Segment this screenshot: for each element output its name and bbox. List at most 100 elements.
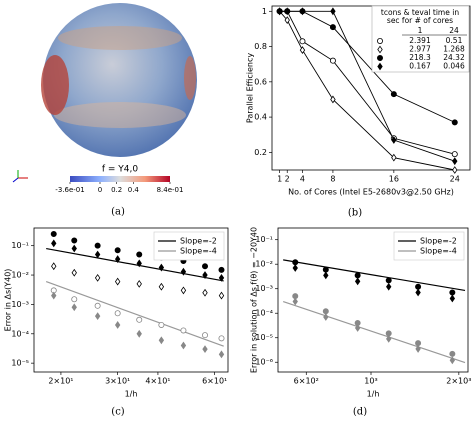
data-point <box>330 7 336 16</box>
data-point <box>329 57 336 64</box>
data-point <box>386 334 392 343</box>
data-point <box>94 302 101 309</box>
x-tick-label: 2×10³ <box>446 377 471 386</box>
data-point <box>51 262 57 271</box>
y-tick-label: 0.2 <box>254 148 267 157</box>
legend-value: 0.167 <box>409 62 431 71</box>
legend-box <box>393 231 465 261</box>
data-point <box>202 288 208 297</box>
data-point <box>180 327 187 334</box>
data-point <box>415 340 422 347</box>
data-point <box>94 242 101 249</box>
y-tick-label: 10⁻⁵ <box>11 359 29 368</box>
x-axis-label: No. of Cores (Intel E5-2680v3@2.50 GHz) <box>288 188 454 197</box>
data-point <box>71 296 78 303</box>
x-axis-label: 1/h <box>367 390 380 399</box>
y-tick-label: 10⁻³ <box>255 284 273 293</box>
data-point <box>71 303 77 312</box>
legend-value: 218.3 <box>409 53 431 62</box>
plot-frame <box>33 227 229 373</box>
legend-box <box>371 5 470 73</box>
colorbar-tick-label: -3.6e-01 <box>55 186 84 194</box>
data-point <box>136 316 143 323</box>
x-tick-label: 4×10¹ <box>145 377 170 386</box>
data-point <box>218 350 225 359</box>
data-point <box>276 7 283 16</box>
legend-label: Slope=-2 <box>420 237 457 246</box>
axis-triad <box>12 170 28 183</box>
data-point <box>354 272 361 279</box>
data-point <box>158 263 165 272</box>
plot-frame <box>277 227 469 373</box>
data-point <box>449 289 456 296</box>
y-tick-label: 10⁻⁶ <box>255 358 273 367</box>
data-point <box>449 356 456 365</box>
data-point <box>114 321 121 329</box>
data-point <box>323 313 329 321</box>
x-axis-label: 1/h <box>125 390 138 399</box>
data-point <box>329 24 336 31</box>
legend-marker <box>376 38 383 45</box>
y-tick-label: 10⁻² <box>11 271 29 280</box>
data-point <box>415 283 422 290</box>
y-tick-label: 10⁻⁴ <box>255 309 273 318</box>
y-axis-label: Error in Δs(Y40) <box>4 269 13 332</box>
data-point <box>71 237 78 244</box>
caption: (a) <box>111 207 125 218</box>
y-tick-label: 10⁻⁴ <box>11 329 29 338</box>
data-point <box>451 151 458 158</box>
x-tick-label: 6×10² <box>294 377 319 386</box>
data-point <box>114 310 121 317</box>
series-line <box>45 281 224 347</box>
y-tick-label: 0.8 <box>254 42 267 51</box>
data-point <box>180 286 187 295</box>
data-point <box>51 291 57 300</box>
y-tick-label: 1 <box>262 7 267 16</box>
x-tick-label: 3×10¹ <box>105 377 130 386</box>
colorbar-tick-label: 8.4e-01 <box>157 186 184 194</box>
legend-value: 2.977 <box>409 45 431 54</box>
y-axis-label: Error in solution of Δs f(θ) = −20Y40 <box>250 227 259 373</box>
legend-value: 0.51 <box>446 36 463 45</box>
colorbar-tick-label: 0 <box>98 186 102 194</box>
y-tick-label: 10⁻³ <box>11 300 29 309</box>
data-point <box>202 271 208 279</box>
data-point <box>390 91 397 98</box>
legend-label: Slope=-4 <box>420 247 457 256</box>
data-point <box>94 250 101 259</box>
data-point <box>114 277 121 286</box>
data-point <box>218 291 225 300</box>
data-point <box>391 136 397 144</box>
legend-value: 24.32 <box>443 53 465 62</box>
data-point <box>322 266 329 273</box>
data-point <box>180 341 187 350</box>
data-point <box>94 312 101 321</box>
data-point <box>449 294 456 303</box>
y-tick-label: 0.6 <box>254 77 267 86</box>
y-tick-label: 0.4 <box>254 113 267 122</box>
x-tick-label: 24 <box>450 175 460 184</box>
data-point <box>391 153 397 162</box>
legend-box <box>153 231 225 261</box>
data-point <box>50 230 57 237</box>
data-point <box>415 288 421 297</box>
data-point <box>180 267 187 276</box>
legend-column: 24 <box>449 26 459 35</box>
x-tick-label: 6×10¹ <box>202 377 227 386</box>
caption: (c) <box>111 407 125 418</box>
data-point <box>284 7 290 16</box>
y-axis-label: Parallel Efficiency <box>246 53 255 123</box>
colorbar <box>70 176 170 182</box>
data-point <box>218 273 225 282</box>
data-point <box>218 266 225 273</box>
data-point <box>452 157 458 166</box>
data-point <box>449 350 456 357</box>
data-point <box>136 329 142 338</box>
data-point <box>158 336 165 345</box>
data-point <box>386 282 392 291</box>
data-point <box>136 259 142 268</box>
data-point <box>114 247 121 254</box>
data-point <box>158 321 165 328</box>
sphere-image <box>41 3 197 157</box>
